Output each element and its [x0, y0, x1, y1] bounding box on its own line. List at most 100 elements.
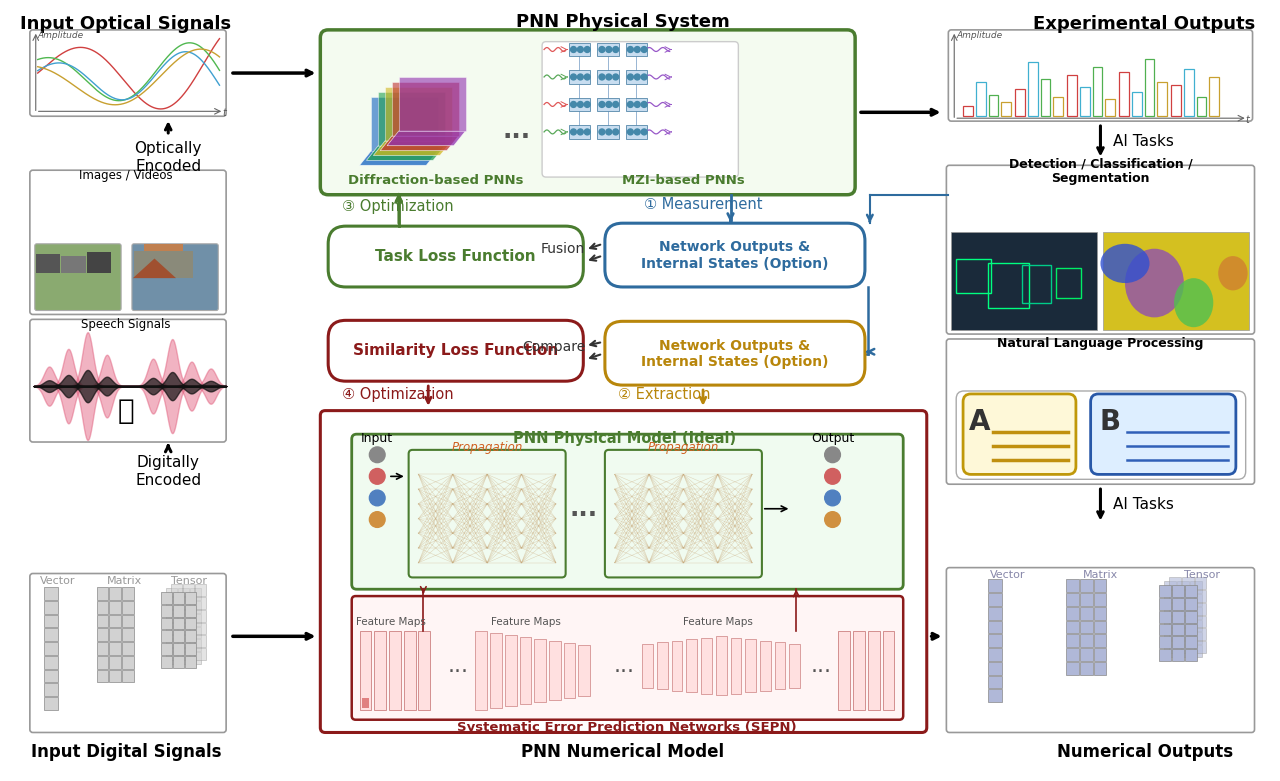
Bar: [963, 106, 973, 116]
FancyBboxPatch shape: [29, 170, 227, 315]
Text: AI Tasks: AI Tasks: [1114, 134, 1174, 149]
Bar: [1169, 629, 1181, 640]
Bar: [109, 642, 122, 655]
Circle shape: [613, 47, 618, 52]
Circle shape: [571, 102, 576, 108]
Bar: [195, 597, 206, 609]
Bar: [1103, 232, 1248, 330]
Bar: [184, 630, 196, 642]
Circle shape: [824, 447, 841, 462]
FancyBboxPatch shape: [408, 450, 566, 577]
FancyBboxPatch shape: [35, 244, 122, 311]
Bar: [172, 622, 182, 634]
Bar: [1160, 623, 1171, 635]
Circle shape: [577, 47, 584, 52]
FancyBboxPatch shape: [605, 450, 762, 577]
Circle shape: [577, 102, 584, 108]
Bar: [1160, 637, 1171, 648]
Bar: [44, 629, 59, 641]
Circle shape: [584, 102, 590, 108]
Polygon shape: [374, 141, 452, 155]
Bar: [44, 642, 59, 655]
Bar: [173, 656, 184, 668]
Bar: [1178, 633, 1189, 644]
Bar: [1181, 577, 1194, 589]
Text: ① Measurement: ① Measurement: [644, 197, 763, 212]
Text: AI Tasks: AI Tasks: [1114, 497, 1174, 512]
Bar: [1056, 269, 1080, 298]
Text: ...: ...: [447, 656, 468, 676]
Bar: [44, 601, 59, 614]
Bar: [534, 640, 547, 702]
Bar: [1157, 82, 1167, 116]
Bar: [1068, 75, 1076, 116]
Bar: [122, 601, 134, 614]
FancyBboxPatch shape: [946, 166, 1254, 334]
Bar: [1066, 648, 1079, 661]
Bar: [419, 631, 430, 710]
Circle shape: [824, 512, 841, 527]
Bar: [1160, 598, 1171, 610]
Text: Tensor: Tensor: [170, 576, 207, 587]
Bar: [596, 125, 618, 139]
Bar: [1080, 621, 1093, 633]
Bar: [1171, 85, 1181, 116]
Bar: [988, 593, 1002, 606]
Bar: [868, 631, 879, 710]
FancyBboxPatch shape: [543, 41, 739, 177]
Text: Vector: Vector: [989, 570, 1025, 580]
Bar: [1181, 590, 1194, 602]
Polygon shape: [380, 136, 458, 151]
Text: Output: Output: [812, 432, 854, 444]
FancyBboxPatch shape: [29, 573, 227, 733]
Circle shape: [571, 47, 576, 52]
Bar: [173, 644, 184, 655]
Polygon shape: [360, 151, 438, 166]
Bar: [184, 644, 196, 655]
Bar: [988, 95, 998, 116]
Bar: [520, 637, 531, 704]
Bar: [1172, 637, 1184, 648]
Bar: [1172, 623, 1184, 635]
Text: Tensor: Tensor: [1184, 570, 1220, 580]
Bar: [1189, 594, 1202, 606]
Bar: [184, 605, 196, 617]
FancyBboxPatch shape: [352, 596, 904, 720]
Bar: [195, 610, 206, 622]
Polygon shape: [378, 91, 445, 146]
FancyBboxPatch shape: [946, 568, 1254, 733]
Bar: [403, 631, 416, 710]
Text: Input: Input: [361, 432, 393, 444]
Bar: [1080, 593, 1093, 606]
Circle shape: [599, 129, 605, 135]
Bar: [988, 662, 1002, 675]
Bar: [1015, 89, 1025, 116]
Bar: [109, 587, 122, 600]
Bar: [189, 626, 201, 638]
Text: Fusion: Fusion: [541, 241, 585, 255]
Bar: [1080, 580, 1093, 592]
Bar: [195, 584, 206, 596]
Bar: [1184, 70, 1194, 116]
Bar: [883, 631, 895, 710]
Ellipse shape: [1219, 256, 1248, 291]
Bar: [1119, 72, 1129, 116]
Text: B: B: [1100, 408, 1121, 437]
Text: 🎙: 🎙: [118, 397, 134, 425]
Text: Amplitude: Amplitude: [956, 31, 1002, 41]
Circle shape: [605, 129, 612, 135]
Bar: [178, 640, 189, 651]
Bar: [1178, 645, 1189, 657]
Bar: [161, 605, 172, 617]
Circle shape: [605, 74, 612, 80]
Bar: [178, 601, 189, 613]
Bar: [1093, 67, 1102, 116]
Bar: [1197, 97, 1207, 116]
Text: t: t: [223, 109, 227, 118]
Bar: [1028, 62, 1038, 116]
Circle shape: [635, 74, 640, 80]
Bar: [1181, 641, 1194, 653]
FancyBboxPatch shape: [29, 30, 227, 116]
Bar: [1194, 590, 1207, 602]
Circle shape: [370, 447, 385, 462]
